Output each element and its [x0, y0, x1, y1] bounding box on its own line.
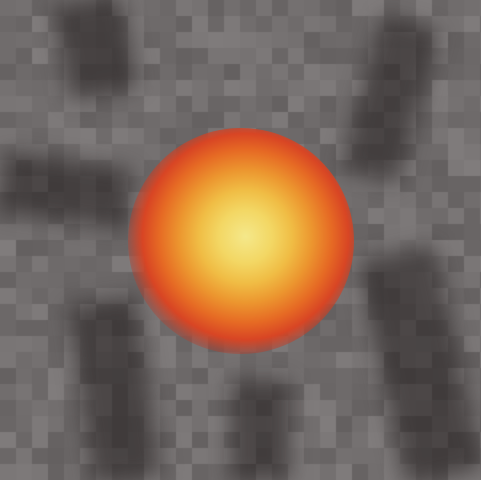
heat-blob — [128, 128, 354, 354]
dark-streak-bottom-center — [230, 380, 290, 480]
